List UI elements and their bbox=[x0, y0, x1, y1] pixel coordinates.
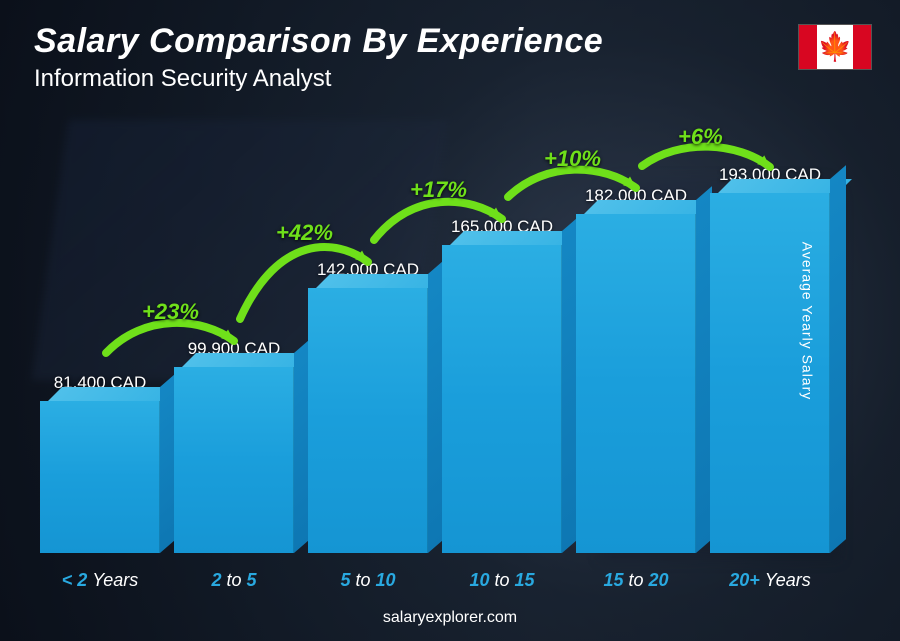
page-subtitle: Information Security Analyst bbox=[34, 65, 866, 93]
x-tick: 20+ Years bbox=[710, 570, 830, 591]
bar-container: 81,400 CAD99,900 CAD142,000 CAD165,000 C… bbox=[40, 123, 830, 553]
bar-front-face bbox=[576, 214, 696, 553]
footer-attribution: salaryexplorer.com bbox=[0, 609, 900, 627]
x-tick: 10 to 15 bbox=[442, 570, 562, 591]
maple-leaf-icon: 🍁 bbox=[818, 33, 853, 61]
page-title: Salary Comparison By Experience bbox=[34, 22, 866, 61]
x-tick: 15 to 20 bbox=[576, 570, 696, 591]
x-tick: 5 to 10 bbox=[308, 570, 428, 591]
header: Salary Comparison By Experience Informat… bbox=[34, 22, 866, 93]
chart-area: 81,400 CAD99,900 CAD142,000 CAD165,000 C… bbox=[40, 123, 830, 553]
bar-front-face bbox=[40, 401, 160, 553]
bar-group: 99,900 CAD bbox=[174, 339, 294, 553]
bar-group: 182,000 CAD bbox=[576, 186, 696, 553]
x-tick: < 2 Years bbox=[40, 570, 160, 591]
flag-band-middle: 🍁 bbox=[817, 25, 853, 69]
bar-group: 142,000 CAD bbox=[308, 260, 428, 553]
country-flag: 🍁 bbox=[798, 24, 872, 70]
bar-front-face bbox=[174, 367, 294, 553]
x-tick: 2 to 5 bbox=[174, 570, 294, 591]
bar-side-face bbox=[830, 165, 846, 553]
bar bbox=[40, 401, 160, 553]
flag-band-left bbox=[799, 25, 817, 69]
bar bbox=[308, 288, 428, 553]
bar bbox=[576, 214, 696, 553]
bar bbox=[442, 245, 562, 553]
flag-band-right bbox=[853, 25, 871, 69]
bar-front-face bbox=[442, 245, 562, 553]
y-axis-label: Average Yearly Salary bbox=[799, 241, 815, 400]
bar-front-face bbox=[308, 288, 428, 553]
bar bbox=[174, 367, 294, 553]
bar-group: 81,400 CAD bbox=[40, 373, 160, 553]
x-axis: < 2 Years 2 to 5 5 to 10 10 to 15 15 to 20 20… bbox=[40, 570, 830, 591]
bar-group: 165,000 CAD bbox=[442, 217, 562, 553]
